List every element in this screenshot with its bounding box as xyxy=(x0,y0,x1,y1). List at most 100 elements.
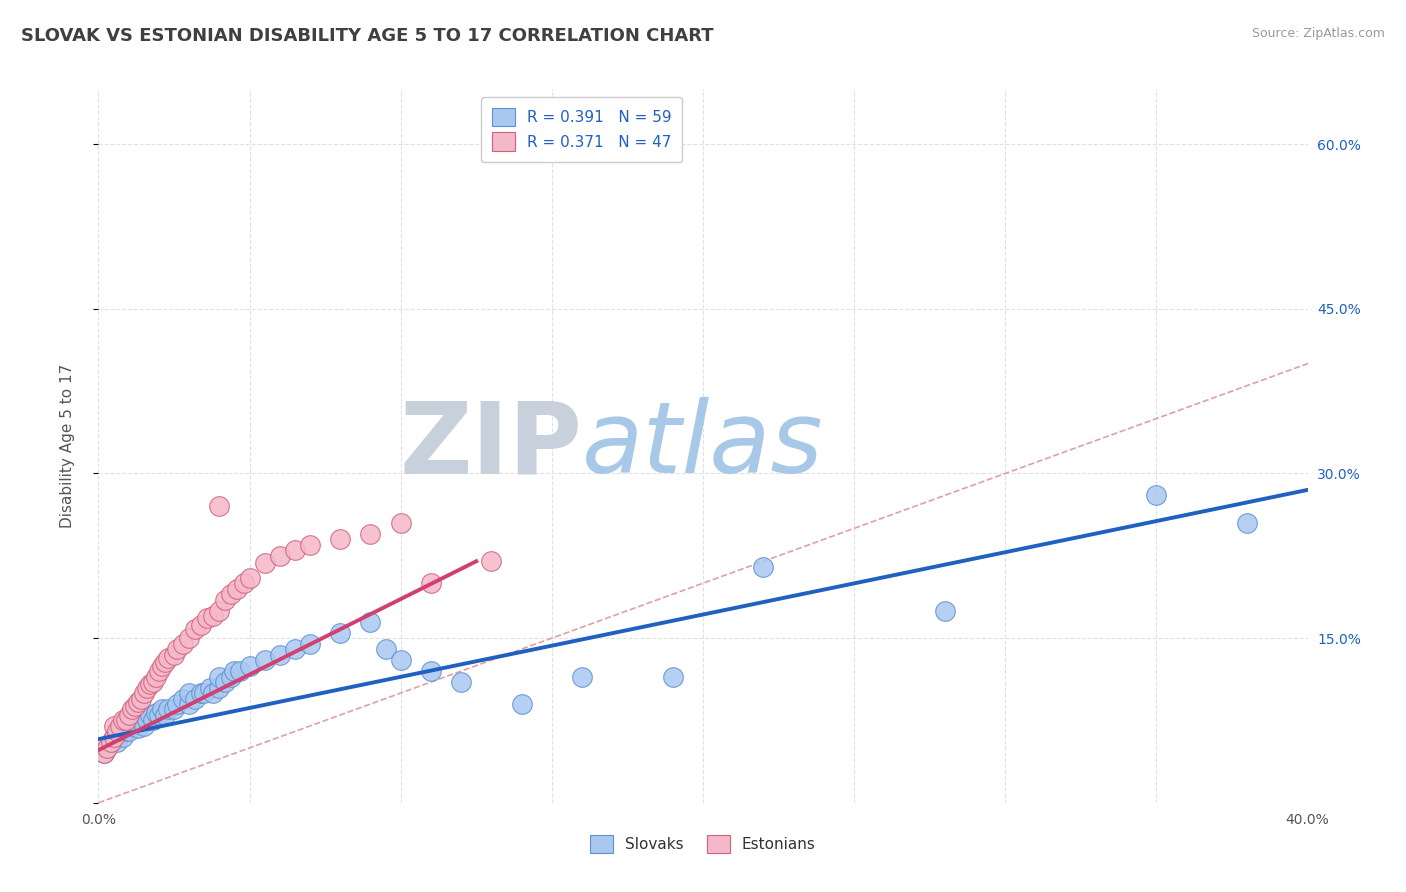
Point xyxy=(111,719,134,733)
Point xyxy=(156,651,179,665)
Point xyxy=(184,691,207,706)
Point xyxy=(269,648,291,662)
Point xyxy=(153,655,176,669)
Point xyxy=(571,669,593,683)
Point xyxy=(193,686,215,700)
Point xyxy=(420,664,443,678)
Point xyxy=(145,706,167,720)
Point xyxy=(284,642,307,657)
Point xyxy=(121,702,143,716)
Point xyxy=(253,653,276,667)
Text: ZIP: ZIP xyxy=(399,398,582,494)
Point xyxy=(100,735,122,749)
Point xyxy=(114,724,136,739)
Point xyxy=(132,708,155,723)
Point xyxy=(202,686,225,700)
Point xyxy=(232,576,254,591)
Point xyxy=(103,719,125,733)
Point xyxy=(1144,488,1167,502)
Point xyxy=(184,623,207,637)
Point xyxy=(221,587,243,601)
Point xyxy=(239,658,262,673)
Point xyxy=(172,691,194,706)
Point xyxy=(96,740,118,755)
Point xyxy=(190,618,212,632)
Point xyxy=(172,637,194,651)
Point xyxy=(103,730,125,744)
Point xyxy=(208,669,231,683)
Point xyxy=(163,648,186,662)
Point xyxy=(208,500,231,514)
Point xyxy=(661,669,683,683)
Point xyxy=(450,675,472,690)
Point xyxy=(135,714,157,728)
Point xyxy=(329,533,352,547)
Point xyxy=(93,747,115,761)
Y-axis label: Disability Age 5 to 17: Disability Age 5 to 17 xyxy=(60,364,75,528)
Point xyxy=(153,708,176,723)
Point xyxy=(360,615,382,629)
Point xyxy=(148,664,170,678)
Point xyxy=(221,669,243,683)
Point xyxy=(129,714,152,728)
Point xyxy=(360,526,382,541)
Point xyxy=(124,716,146,731)
Point xyxy=(269,549,291,563)
Point xyxy=(208,681,231,695)
Point xyxy=(752,559,775,574)
Point xyxy=(124,699,146,714)
Point xyxy=(214,675,236,690)
Point xyxy=(132,719,155,733)
Point xyxy=(111,714,134,728)
Text: Source: ZipAtlas.com: Source: ZipAtlas.com xyxy=(1251,27,1385,40)
Point xyxy=(299,637,322,651)
Text: SLOVAK VS ESTONIAN DISABILITY AGE 5 TO 17 CORRELATION CHART: SLOVAK VS ESTONIAN DISABILITY AGE 5 TO 1… xyxy=(21,27,714,45)
Point xyxy=(179,631,201,645)
Text: atlas: atlas xyxy=(582,398,824,494)
Point xyxy=(214,592,236,607)
Point xyxy=(132,686,155,700)
Point xyxy=(163,702,186,716)
Point xyxy=(156,702,179,716)
Point xyxy=(150,658,173,673)
Point xyxy=(121,719,143,733)
Point xyxy=(200,681,222,695)
Point xyxy=(96,740,118,755)
Point xyxy=(118,714,141,728)
Point xyxy=(224,664,246,678)
Point xyxy=(195,611,218,625)
Point xyxy=(127,721,149,735)
Point xyxy=(934,604,956,618)
Point xyxy=(127,695,149,709)
Point xyxy=(1236,516,1258,530)
Point xyxy=(105,724,128,739)
Point xyxy=(118,708,141,723)
Point xyxy=(179,697,201,711)
Point xyxy=(108,719,131,733)
Point xyxy=(108,724,131,739)
Point xyxy=(420,576,443,591)
Legend: Slovaks, Estonians: Slovaks, Estonians xyxy=(583,829,823,859)
Point xyxy=(226,582,249,596)
Point xyxy=(389,516,412,530)
Point xyxy=(142,675,165,690)
Point xyxy=(139,708,162,723)
Point xyxy=(202,609,225,624)
Point xyxy=(208,604,231,618)
Point xyxy=(166,642,188,657)
Point xyxy=(389,653,412,667)
Point xyxy=(284,543,307,558)
Point xyxy=(100,735,122,749)
Point xyxy=(145,669,167,683)
Point xyxy=(374,642,396,657)
Point xyxy=(148,708,170,723)
Point xyxy=(135,681,157,695)
Point xyxy=(103,730,125,744)
Point xyxy=(166,697,188,711)
Point xyxy=(142,714,165,728)
Point xyxy=(118,724,141,739)
Point xyxy=(190,686,212,700)
Point xyxy=(93,747,115,761)
Point xyxy=(229,664,252,678)
Point xyxy=(179,686,201,700)
